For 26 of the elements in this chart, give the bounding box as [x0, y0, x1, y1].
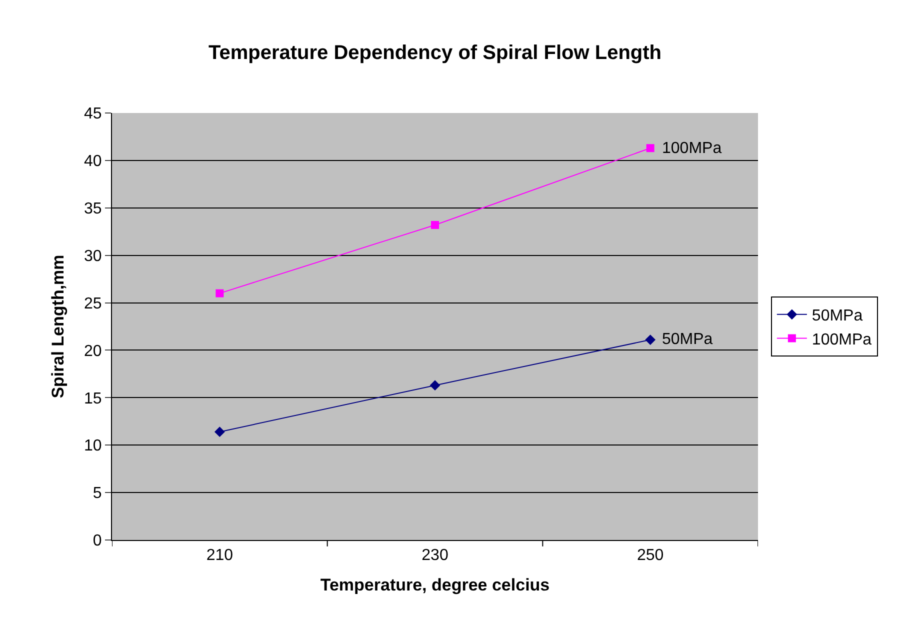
- point: [216, 289, 224, 298]
- point: [645, 334, 656, 345]
- point: [646, 144, 654, 152]
- y-tick-label: 25: [84, 295, 102, 312]
- y-tick-label: 10: [84, 438, 102, 455]
- y-tick-label: 15: [84, 390, 102, 408]
- y-tick-label: 35: [84, 200, 102, 218]
- y-tick-label: 40: [84, 153, 102, 170]
- point: [430, 380, 440, 391]
- y-axis-title: Spiral Length,mm: [48, 254, 68, 398]
- y-tick-label: 30: [84, 248, 102, 265]
- legend-label: 100MPa: [812, 331, 872, 348]
- point: [431, 220, 439, 229]
- y-tick-label: 20: [84, 342, 102, 360]
- point: [214, 426, 225, 438]
- y-tick-label: 45: [84, 106, 102, 123]
- annotation: 50MPa: [662, 331, 713, 348]
- x-tick-label: 210: [206, 547, 234, 564]
- x-tick-label: 230: [422, 547, 448, 564]
- chart-title: Temperature Dependency of Spiral Flow Length: [208, 42, 662, 64]
- annotation: 100MPa: [662, 140, 722, 157]
- x-tick-label: 250: [636, 547, 664, 564]
- y-tick-label: 0: [92, 532, 102, 550]
- y-tick-label: 5: [92, 485, 102, 502]
- x-axis-title: Temperature, degree celcius: [320, 576, 550, 595]
- legend-label: 50MPa: [812, 308, 863, 325]
